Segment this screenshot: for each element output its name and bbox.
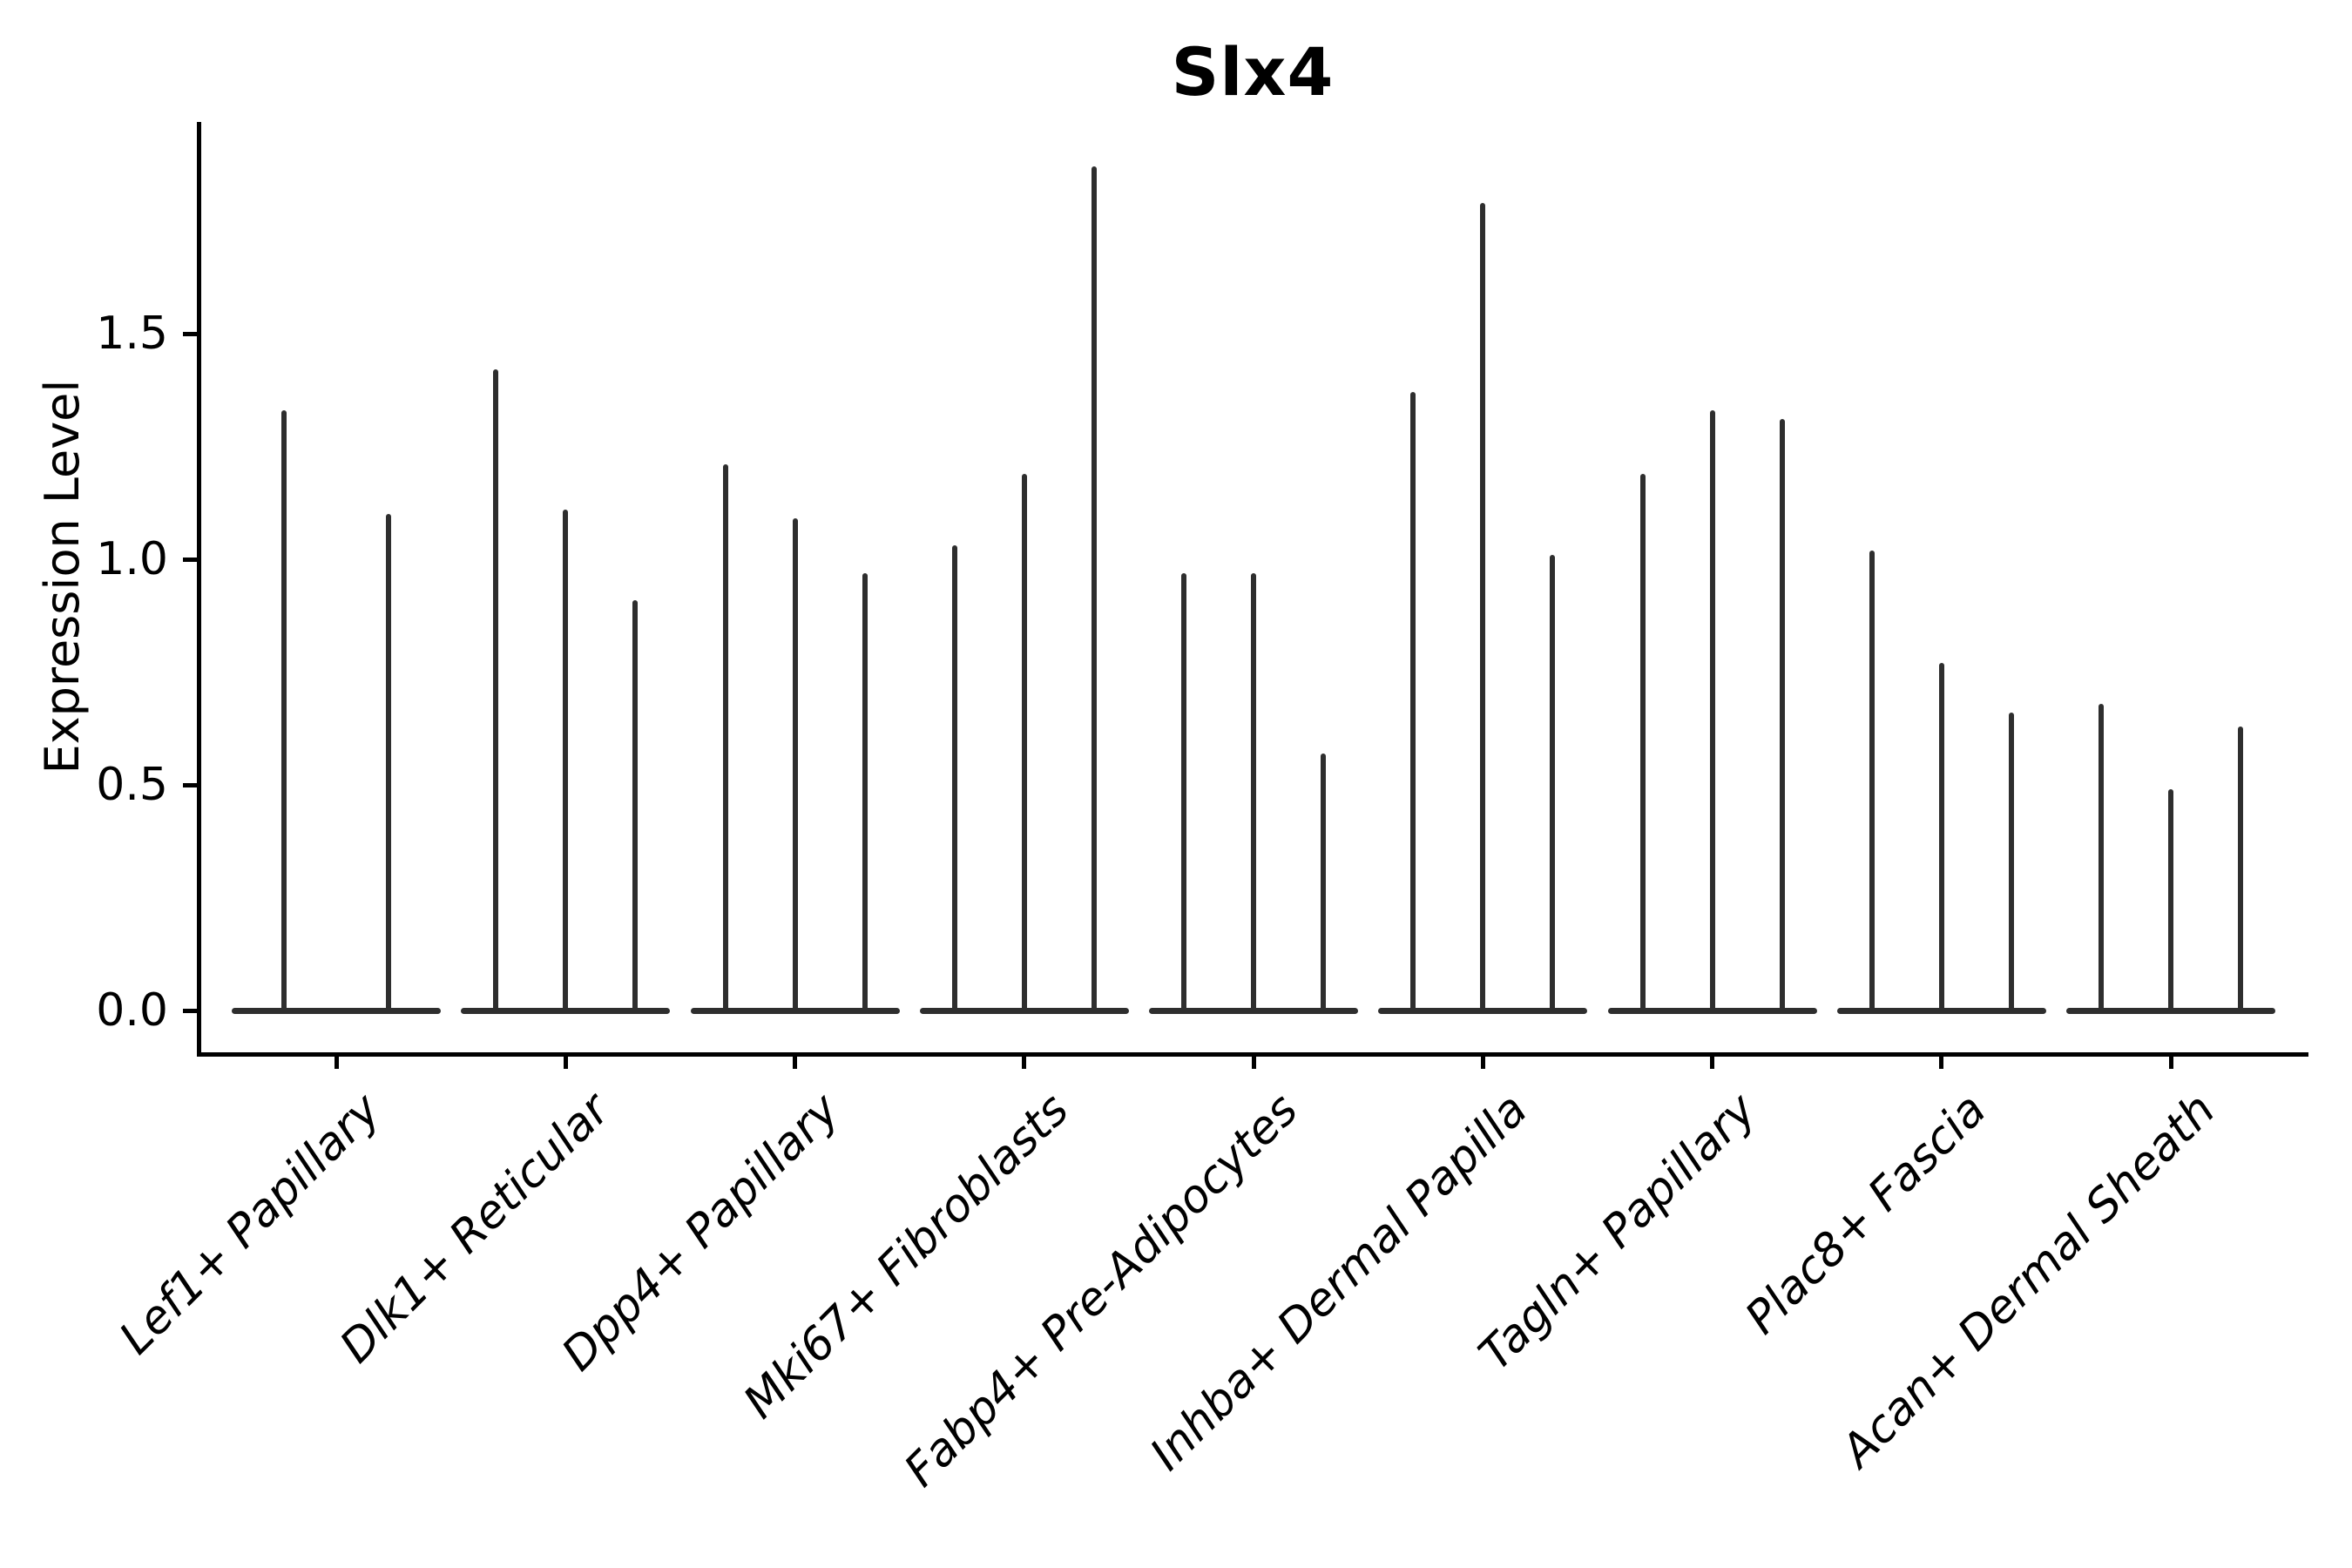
x-tick (793, 1057, 797, 1069)
violin-spike (1709, 410, 1715, 1012)
violin-spike (1779, 419, 1785, 1012)
y-tick (183, 1008, 197, 1013)
violin-spike (1410, 392, 1416, 1012)
violin-spike (563, 510, 569, 1012)
violin-spike (792, 518, 798, 1012)
x-tick (2168, 1057, 2173, 1069)
violin-spike (386, 514, 391, 1012)
violin-spike (862, 572, 868, 1012)
x-tick (1710, 1057, 1714, 1069)
violin-spike (2099, 703, 2104, 1012)
violin-spike (2008, 713, 2014, 1012)
y-axis-title: Expression Level (35, 379, 90, 774)
y-tick-label: 1.0 (96, 533, 168, 585)
chart-title: Slx4 (1171, 33, 1335, 111)
x-tick-label: Acan+ Dermal Sheath (1831, 1084, 2226, 1477)
y-tick (183, 782, 197, 787)
violin-base (232, 1008, 441, 1014)
violin-spike (1091, 166, 1097, 1012)
violin-spike (1550, 554, 1556, 1012)
y-tick-label: 1.5 (96, 308, 168, 360)
y-tick-label: 0.5 (96, 759, 168, 811)
violin-spike (722, 464, 728, 1012)
violin-spike (1321, 753, 1326, 1012)
x-tick (1480, 1057, 1485, 1069)
x-tick (334, 1057, 339, 1069)
y-tick-label: 0.0 (96, 984, 168, 1037)
violin-spike (1938, 663, 1944, 1012)
x-tick (563, 1057, 568, 1069)
x-tick-label: Inhba+ Dermal Papilla (1139, 1084, 1538, 1481)
violin-spike (1021, 473, 1027, 1012)
violin-spike (951, 545, 957, 1012)
violin-spike (632, 599, 639, 1012)
y-axis-spine (197, 122, 201, 1057)
x-tick (1939, 1057, 1944, 1069)
x-tick (1022, 1057, 1027, 1069)
x-tick (1251, 1057, 1256, 1069)
x-tick-label: Fabp4+ Pre-Adipocytes (894, 1084, 1308, 1497)
x-axis-line (197, 1052, 2308, 1057)
violin-spike (2168, 789, 2173, 1012)
y-tick (183, 331, 197, 336)
violin-spike (1639, 473, 1646, 1012)
violin-spike (2238, 726, 2243, 1012)
y-tick (183, 557, 197, 562)
violin-spike (1251, 572, 1256, 1012)
violin-spike (493, 369, 499, 1012)
violin-spike (1869, 550, 1875, 1012)
violin-spike (1181, 572, 1186, 1012)
violin-spike (1480, 202, 1486, 1012)
x-tick-label: Plac8+ Fascia (1734, 1084, 1997, 1345)
violin-spike (281, 410, 287, 1012)
